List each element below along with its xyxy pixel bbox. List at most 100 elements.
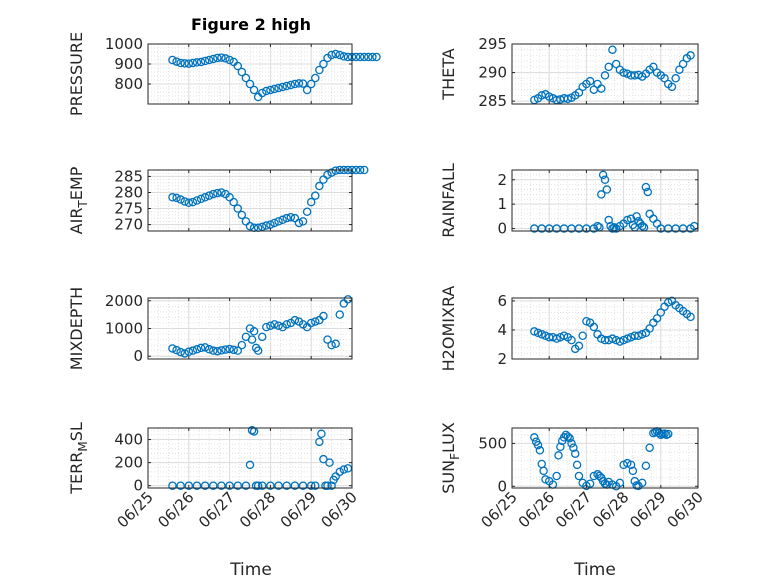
data-point: [319, 311, 328, 321]
data-point: [213, 53, 222, 63]
data-point: [241, 217, 251, 226]
data-series: [168, 49, 381, 102]
data-point: [196, 343, 206, 353]
data-series: [530, 45, 695, 105]
data-point: [331, 339, 340, 348]
data-point: [563, 432, 573, 441]
x-axis-label-left: Time: [229, 560, 272, 580]
data-point: [317, 429, 326, 439]
y-tick-label: 275: [114, 200, 143, 218]
data-point: [200, 343, 210, 352]
subplot-7: 2 4 6 H2OMIXRA: [439, 286, 699, 371]
data-point: [302, 207, 312, 216]
data-point: [196, 194, 206, 204]
data-point: [229, 197, 238, 207]
data-point: [311, 317, 320, 326]
data-point: [675, 65, 684, 74]
data-point: [533, 440, 543, 450]
data-point: [327, 340, 336, 350]
data-point: [597, 84, 606, 93]
figure-title: Figure 2 high: [191, 15, 311, 34]
y-axis-label: TERRMSL: [67, 422, 90, 495]
data-point: [282, 320, 291, 329]
data-point: [180, 59, 189, 68]
data-point: [660, 74, 669, 83]
data-point: [686, 51, 695, 60]
data-point: [656, 308, 666, 317]
data-point: [355, 165, 365, 175]
data-point: [217, 53, 226, 62]
data-point: [649, 62, 658, 72]
data-point: [530, 433, 539, 442]
y-tick-label: 2: [497, 350, 507, 368]
subplot-1: 800 900 1000 PRESSURE: [67, 32, 381, 116]
y-axis-label: AIRTEMP: [67, 166, 90, 234]
data-point: [608, 224, 617, 233]
x-tick-label: 06/26: [154, 488, 197, 531]
data-point: [598, 170, 608, 180]
data-point: [294, 79, 304, 88]
data-point: [172, 345, 181, 355]
data-point: [217, 346, 226, 355]
y-tick-label: 270: [114, 216, 143, 234]
x-tick-label: 06/29: [277, 488, 320, 531]
data-point: [641, 461, 651, 470]
data-point: [604, 62, 613, 72]
data-point: [327, 50, 336, 60]
data-point: [323, 335, 332, 344]
data-point: [302, 85, 312, 95]
y-tick-label: 200: [114, 454, 143, 472]
data-point: [335, 467, 345, 477]
data-point: [597, 190, 606, 199]
data-point: [274, 83, 283, 93]
data-point: [172, 57, 181, 66]
subplot-4: 0200400TERRMSL06/2506/2606/2706/2806/290…: [67, 422, 361, 531]
data-point: [176, 481, 185, 490]
data-point: [290, 213, 300, 223]
data-point: [209, 346, 218, 355]
data-point: [608, 334, 617, 343]
data-point: [247, 335, 257, 344]
data-point: [637, 478, 647, 488]
y-axis-label: SUNFLUX: [439, 422, 462, 494]
y-tick-label: 0: [133, 347, 143, 365]
data-point: [188, 58, 198, 68]
data-point: [634, 331, 643, 341]
data-point: [563, 94, 573, 104]
data-point: [637, 221, 647, 231]
data-point: [535, 446, 545, 455]
data-point: [667, 82, 677, 92]
data-point: [359, 52, 369, 62]
data-point: [286, 212, 296, 222]
data-point: [225, 193, 234, 202]
y-tick-label: 1000: [105, 320, 143, 338]
data-point: [262, 221, 271, 230]
data-point: [274, 217, 283, 226]
data-point: [372, 52, 381, 62]
data-point: [327, 168, 336, 177]
data-point: [585, 76, 595, 86]
data-point: [323, 481, 332, 490]
data-point: [217, 188, 226, 197]
y-tick-label: 4: [497, 321, 507, 339]
data-point: [663, 429, 673, 439]
data-point: [270, 218, 279, 228]
y-tick-label: 2: [497, 171, 507, 189]
x-tick-label: 06/28: [236, 488, 279, 531]
data-point: [569, 443, 578, 452]
data-point: [339, 465, 349, 474]
data-point: [556, 442, 565, 452]
data-point: [628, 466, 638, 476]
y-tick-label: 1: [497, 195, 507, 213]
data-point: [237, 340, 247, 350]
data-point: [572, 460, 582, 470]
data-point: [600, 71, 610, 80]
data-point: [645, 324, 654, 333]
data-point: [585, 479, 595, 488]
data-point: [200, 56, 210, 66]
minor-grid: [511, 298, 699, 360]
data-point: [221, 54, 230, 63]
x-tick-label: 06/28: [589, 488, 632, 531]
data-point: [245, 221, 255, 231]
y-tick-label: 0: [497, 477, 507, 495]
